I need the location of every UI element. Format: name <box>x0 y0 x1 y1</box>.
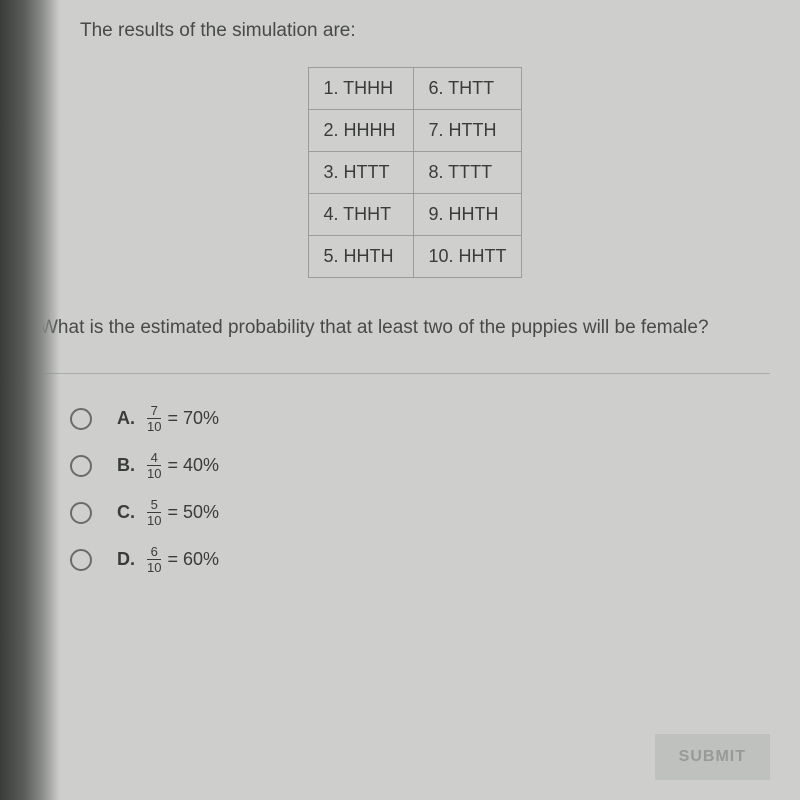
table-cell: 10. HHTT <box>414 236 521 278</box>
table-row: 2. HHHH 7. HTTH <box>309 110 521 152</box>
table-cell: 3. HTTT <box>309 152 414 194</box>
answer-percent: = 60% <box>167 549 219 570</box>
radio-icon[interactable] <box>70 549 92 571</box>
table-cell: 6. THTT <box>414 68 521 110</box>
intro-text: The results of the simulation are: <box>80 20 770 42</box>
answer-percent: = 50% <box>167 502 219 523</box>
table-cell: 7. HTTH <box>414 110 521 152</box>
denominator: 10 <box>147 465 161 480</box>
table-cell: 1. THHH <box>309 68 414 110</box>
answer-letter: C. <box>117 502 137 523</box>
table-cell: 2. HHHH <box>309 110 414 152</box>
divider <box>40 373 770 374</box>
denominator: 10 <box>147 512 161 527</box>
table-row: 5. HHTH 10. HHTT <box>309 236 521 278</box>
numerator: 6 <box>151 545 158 559</box>
answer-option-c[interactable]: C. 5 10 = 50% <box>70 498 770 527</box>
answers-group: A. 7 10 = 70% B. 4 10 = 40% C. 5 10 = 50… <box>70 404 770 574</box>
numerator: 5 <box>151 498 158 512</box>
table-cell: 8. TTTT <box>414 152 521 194</box>
denominator: 10 <box>147 418 161 433</box>
numerator: 4 <box>151 451 158 465</box>
table-row: 1. THHH 6. THTT <box>309 68 521 110</box>
denominator: 10 <box>147 559 161 574</box>
fraction: 4 10 <box>147 451 161 480</box>
answer-letter: B. <box>117 455 137 476</box>
table-cell: 5. HHTH <box>309 236 414 278</box>
table-row: 4. THHT 9. HHTH <box>309 194 521 236</box>
answer-option-d[interactable]: D. 6 10 = 60% <box>70 545 770 574</box>
answer-percent: = 70% <box>167 408 219 429</box>
table-cell: 9. HHTH <box>414 194 521 236</box>
radio-icon[interactable] <box>70 502 92 524</box>
fraction: 7 10 <box>147 404 161 433</box>
question-text: What is the estimated probability that a… <box>40 313 770 343</box>
answer-option-a[interactable]: A. 7 10 = 70% <box>70 404 770 433</box>
table-cell: 4. THHT <box>309 194 414 236</box>
answer-option-b[interactable]: B. 4 10 = 40% <box>70 451 770 480</box>
radio-icon[interactable] <box>70 455 92 477</box>
fraction: 5 10 <box>147 498 161 527</box>
answer-letter: A. <box>117 408 137 429</box>
fraction: 6 10 <box>147 545 161 574</box>
submit-button[interactable]: SUBMIT <box>655 734 770 780</box>
table-row: 3. HTTT 8. TTTT <box>309 152 521 194</box>
simulation-table: 1. THHH 6. THTT 2. HHHH 7. HTTH 3. HTTT … <box>308 67 521 278</box>
answer-percent: = 40% <box>167 455 219 476</box>
radio-icon[interactable] <box>70 408 92 430</box>
answer-letter: D. <box>117 549 137 570</box>
numerator: 7 <box>151 404 158 418</box>
